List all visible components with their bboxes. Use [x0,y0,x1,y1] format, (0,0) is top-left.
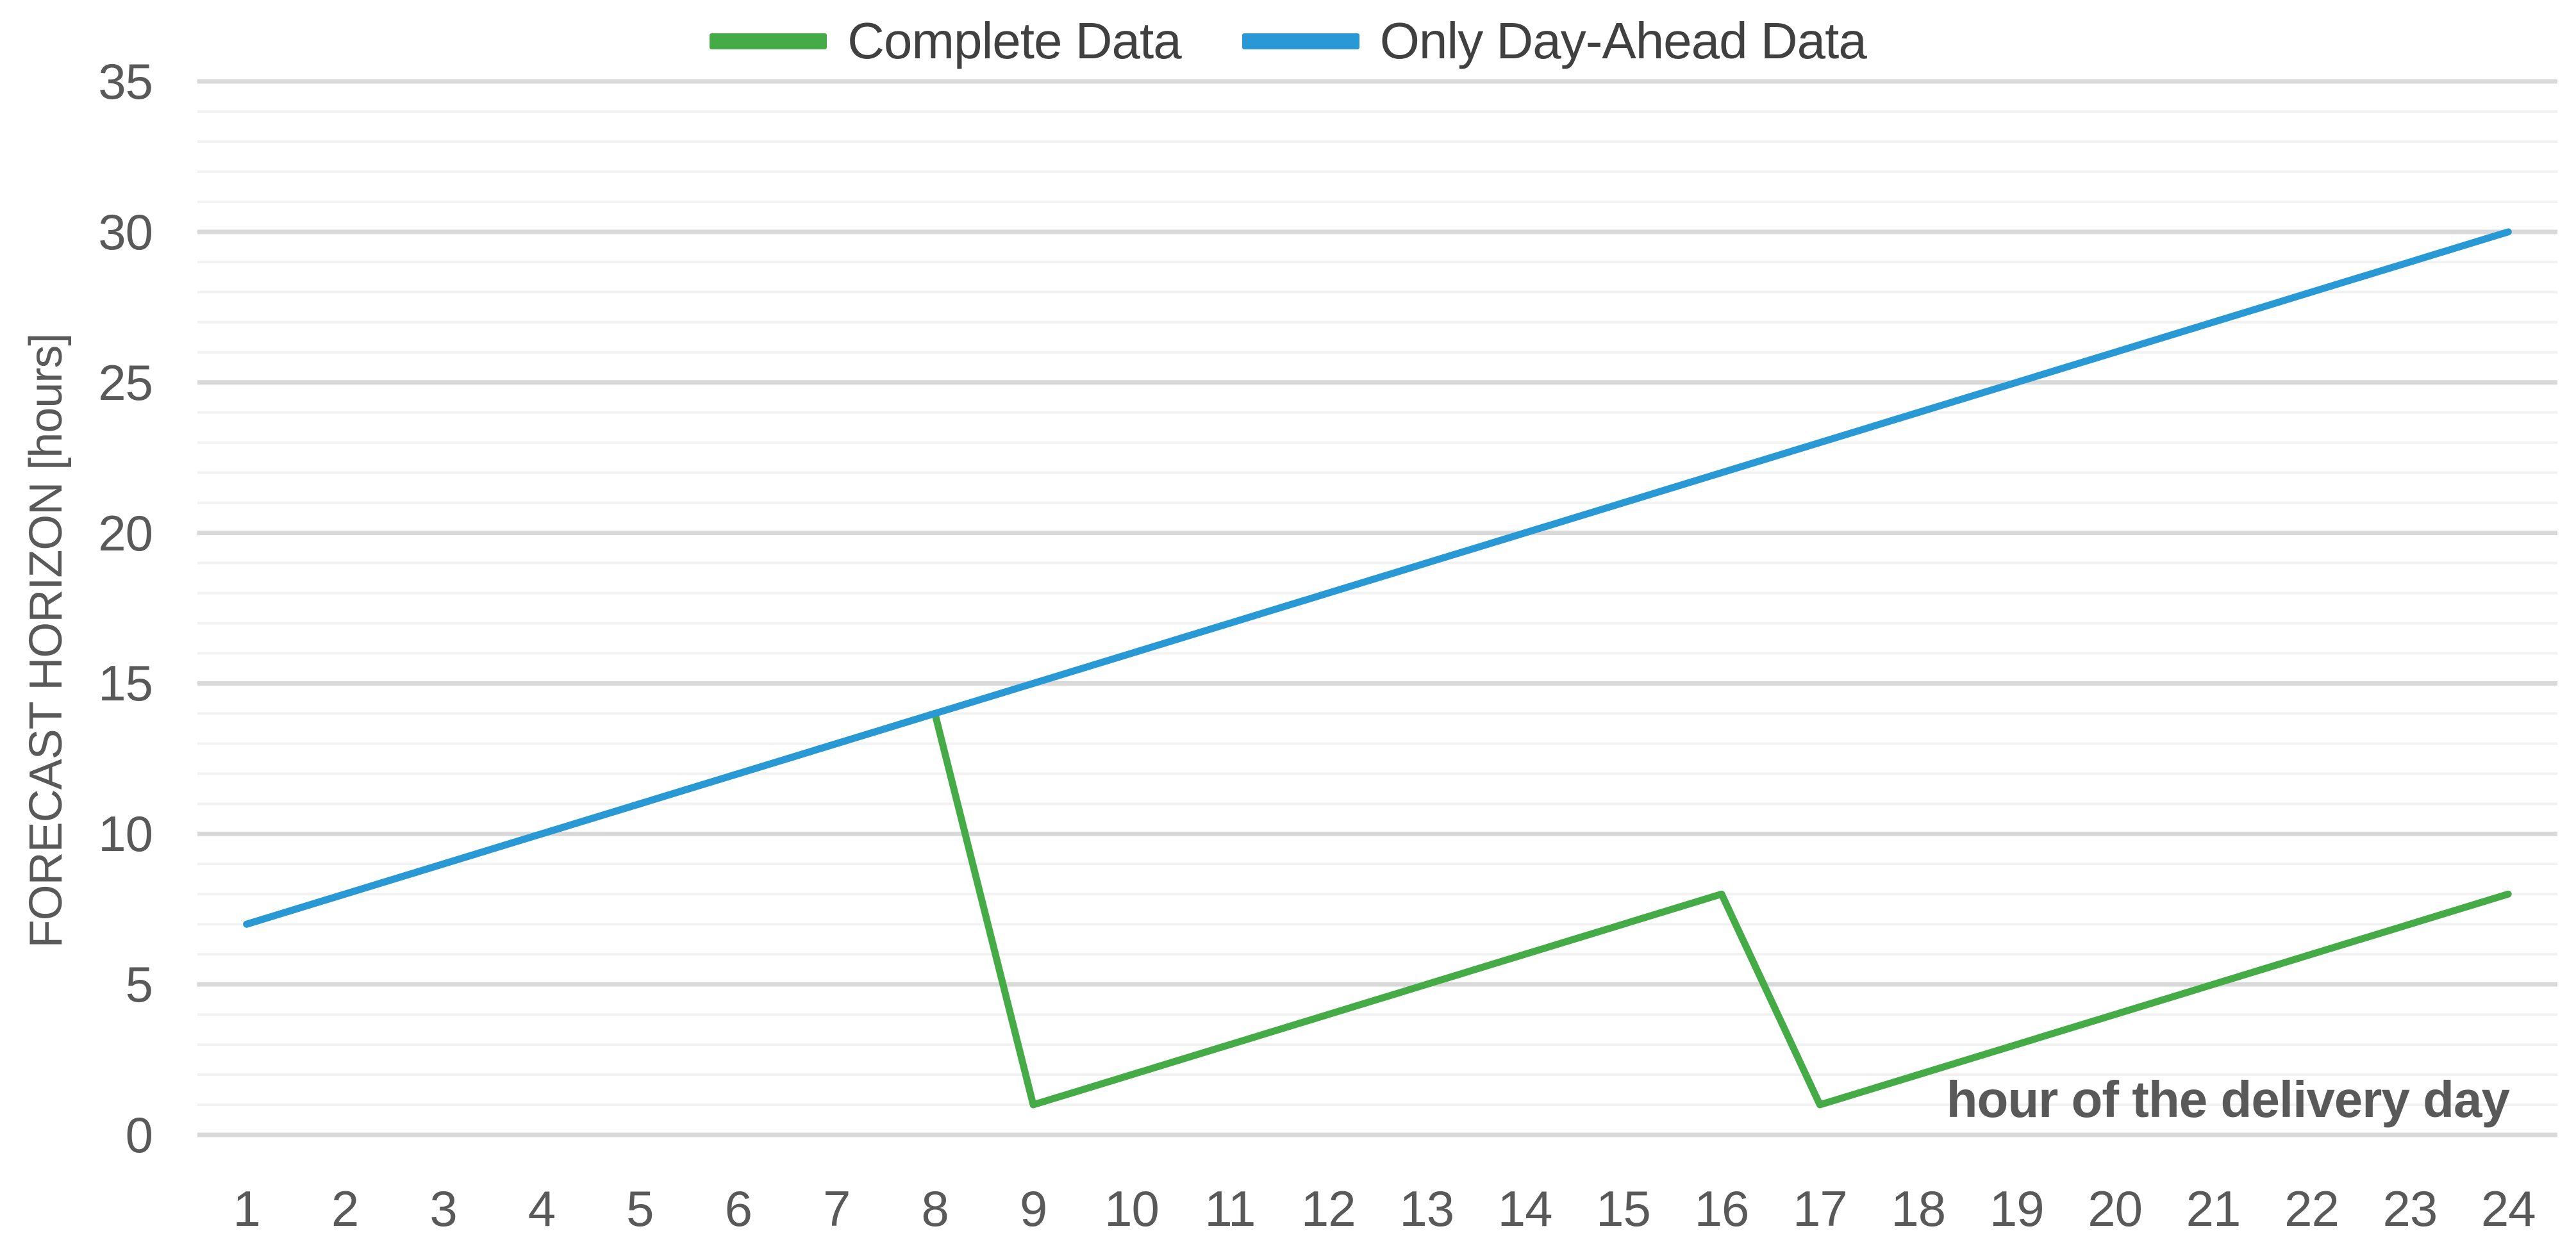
legend-item-complete-data: Complete Data [710,12,1182,70]
y-tick-label-35: 35 [98,53,153,110]
x-tick-label-7: 7 [823,1180,851,1237]
x-tick-label-15: 15 [1596,1180,1651,1237]
x-tick-label-17: 17 [1792,1180,1848,1237]
x-tick-label-2: 2 [331,1180,359,1237]
legend-item-only-day-ahead-data: Only Day-Ahead Data [1242,12,1867,70]
series-line-only-day-ahead-data [243,228,2512,928]
x-tick-label-11: 11 [1204,1180,1256,1237]
x-tick-label-9: 9 [1019,1180,1047,1237]
x-tick-label-10: 10 [1104,1180,1159,1237]
x-tick-label-16: 16 [1694,1180,1750,1237]
y-tick-label-0: 0 [125,1107,153,1163]
x-tick-label-8: 8 [921,1180,949,1237]
x-tick-label-1: 1 [233,1180,261,1237]
y-tick-label-5: 5 [125,956,153,1013]
x-tick-label-24: 24 [2480,1180,2536,1237]
x-tick-label-23: 23 [2382,1180,2438,1237]
x-tick-label-13: 13 [1399,1180,1454,1237]
x-tick-label-14: 14 [1497,1180,1553,1237]
x-tick-label-18: 18 [1891,1180,1946,1237]
x-axis-annotation: hour of the delivery day [1946,1071,2510,1128]
legend: Complete Data Only Day-Ahead Data [0,12,2576,70]
x-tick-label-22: 22 [2284,1180,2339,1237]
y-tick-label-30: 30 [98,203,153,260]
y-tick-label-25: 25 [98,354,153,411]
legend-label-only-day-ahead-data: Only Day-Ahead Data [1379,12,1867,69]
x-tick-label-19: 19 [1989,1180,2045,1237]
legend-swatch-complete-data [710,33,827,49]
x-tick-label-4: 4 [528,1180,556,1237]
x-tick-label-20: 20 [2088,1180,2143,1237]
x-tick-label-21: 21 [2186,1180,2241,1237]
x-tick-label-6: 6 [724,1180,752,1237]
legend-label-complete-data: Complete Data [847,12,1182,69]
y-tick-label-10: 10 [98,806,153,863]
legend-swatch-only-day-ahead-data [1242,33,1359,49]
x-tick-label-3: 3 [429,1180,457,1237]
series-line-complete-data [243,709,2512,1109]
x-tick-label-12: 12 [1300,1180,1356,1237]
y-tick-label-15: 15 [98,655,153,712]
y-tick-label-20: 20 [98,504,153,561]
x-tick-label-5: 5 [626,1180,654,1237]
